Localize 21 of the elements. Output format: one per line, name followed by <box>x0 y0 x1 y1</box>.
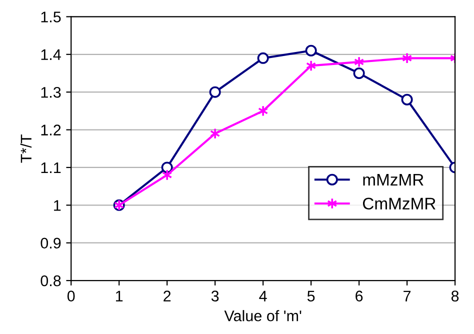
y-tick-label: 1.2 <box>41 124 61 136</box>
y-tick-label: 1.4 <box>41 49 61 60</box>
x-tick-label: 5 <box>307 290 315 302</box>
y-tick-label: 1.5 <box>41 12 61 22</box>
legend-label: CmMzMR <box>362 198 436 210</box>
y-tick-label: 0.8 <box>40 275 61 286</box>
x-tick-label: 4 <box>259 290 267 302</box>
y-tick-label: 1.3 <box>41 86 61 98</box>
x-tick-label: 8 <box>451 290 459 302</box>
x-tick-label: 3 <box>211 290 219 302</box>
x-axis-title: Value of 'm' <box>224 310 302 322</box>
y-tick-label: 1.1 <box>41 162 61 174</box>
x-tick-label: 7 <box>404 290 411 302</box>
y-tick-label: 0.9 <box>40 238 61 249</box>
y-tick-label: 1 <box>54 200 61 211</box>
y-axis-title: T*/T <box>20 134 32 163</box>
x-tick-label: 2 <box>164 290 171 302</box>
x-tick-label: 0 <box>67 290 75 302</box>
x-tick-label: 1 <box>116 290 123 302</box>
legend-label: mMzMR <box>363 174 424 186</box>
x-tick-label: 6 <box>356 290 363 302</box>
